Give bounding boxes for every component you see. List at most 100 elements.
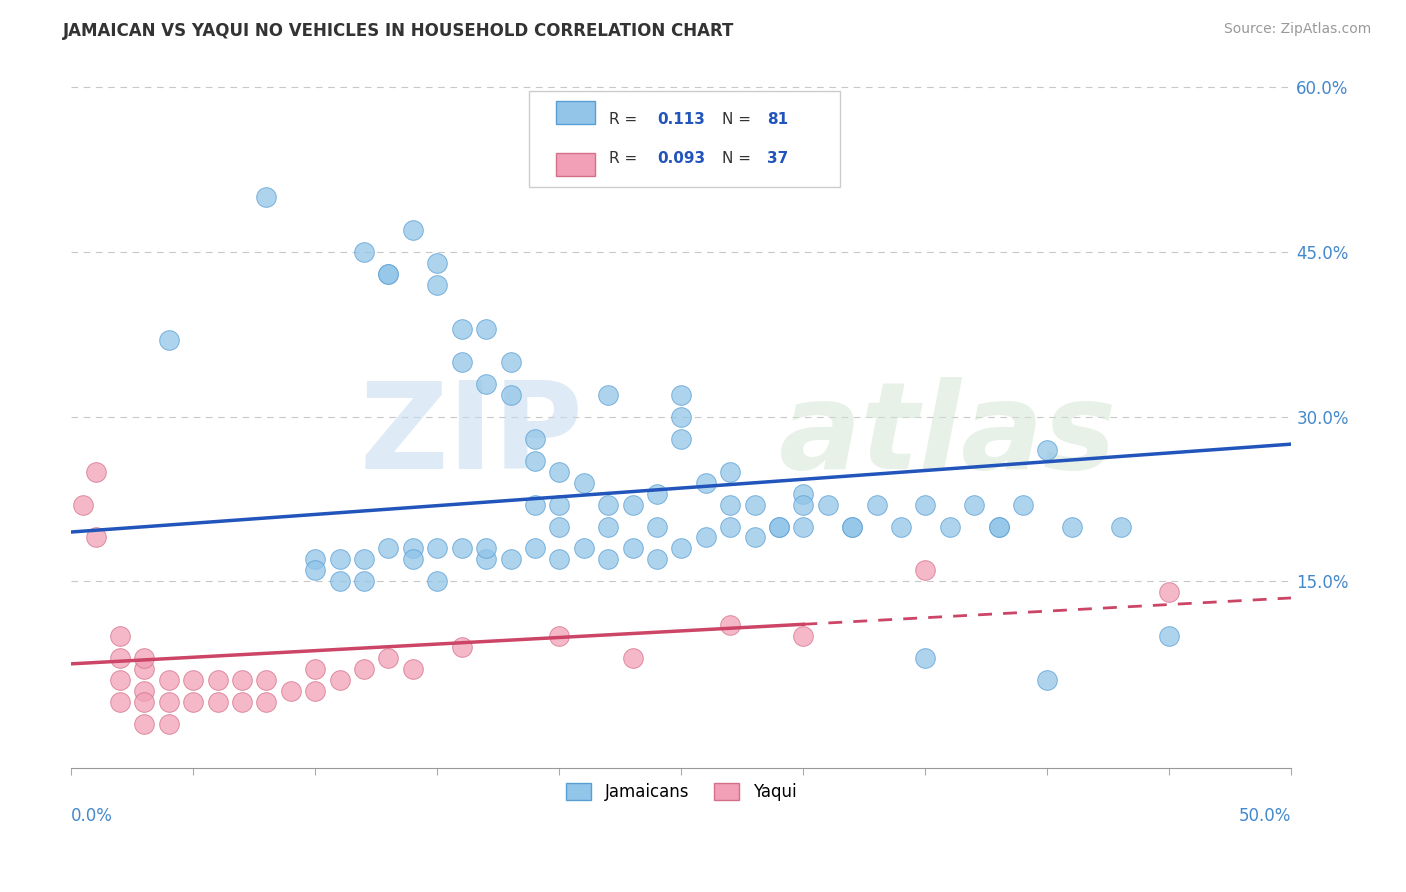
Point	[572, 541, 595, 556]
Point	[768, 519, 790, 533]
Point	[523, 541, 546, 556]
Point	[718, 519, 741, 533]
Point	[426, 256, 449, 270]
Text: 81: 81	[766, 112, 787, 128]
Point	[450, 322, 472, 336]
Point	[695, 531, 717, 545]
Point	[304, 684, 326, 698]
Point	[523, 498, 546, 512]
Point	[207, 695, 229, 709]
Point	[914, 498, 936, 512]
Point	[377, 651, 399, 665]
Point	[377, 267, 399, 281]
Point	[280, 684, 302, 698]
FancyBboxPatch shape	[555, 102, 595, 124]
Point	[181, 695, 204, 709]
Point	[402, 223, 425, 237]
Point	[499, 387, 522, 401]
Point	[353, 244, 375, 259]
Point	[353, 552, 375, 566]
Point	[523, 432, 546, 446]
Point	[987, 519, 1010, 533]
Point	[353, 662, 375, 676]
Text: R =: R =	[609, 152, 637, 166]
Point	[426, 574, 449, 589]
Point	[598, 552, 620, 566]
Point	[450, 355, 472, 369]
Point	[426, 277, 449, 292]
Point	[792, 498, 814, 512]
Point	[963, 498, 986, 512]
FancyBboxPatch shape	[529, 92, 839, 187]
Point	[329, 673, 352, 688]
Point	[377, 541, 399, 556]
Point	[548, 465, 571, 479]
Point	[134, 684, 156, 698]
Text: atlas: atlas	[779, 376, 1118, 493]
Point	[914, 651, 936, 665]
Point	[718, 498, 741, 512]
Point	[768, 519, 790, 533]
Point	[108, 695, 131, 709]
Text: 0.113: 0.113	[657, 112, 704, 128]
Point	[181, 673, 204, 688]
Point	[841, 519, 863, 533]
Point	[108, 629, 131, 643]
Point	[598, 387, 620, 401]
Point	[792, 486, 814, 500]
Point	[939, 519, 962, 533]
Text: R =: R =	[609, 112, 637, 128]
Point	[1060, 519, 1083, 533]
Point	[1036, 442, 1059, 457]
Text: N =: N =	[721, 112, 751, 128]
Point	[256, 695, 278, 709]
Point	[475, 322, 498, 336]
Point	[1012, 498, 1035, 512]
FancyBboxPatch shape	[555, 153, 595, 176]
Point	[134, 651, 156, 665]
Point	[450, 541, 472, 556]
Point	[548, 498, 571, 512]
Point	[207, 673, 229, 688]
Point	[621, 541, 644, 556]
Point	[108, 651, 131, 665]
Text: 37: 37	[766, 152, 787, 166]
Point	[865, 498, 887, 512]
Point	[304, 564, 326, 578]
Point	[72, 498, 94, 512]
Point	[304, 552, 326, 566]
Point	[621, 651, 644, 665]
Point	[475, 376, 498, 391]
Point	[426, 541, 449, 556]
Point	[304, 662, 326, 676]
Point	[157, 673, 180, 688]
Point	[157, 695, 180, 709]
Point	[134, 695, 156, 709]
Legend: Jamaicans, Yaqui: Jamaicans, Yaqui	[558, 774, 804, 809]
Point	[548, 519, 571, 533]
Point	[1036, 673, 1059, 688]
Point	[157, 717, 180, 731]
Point	[1159, 585, 1181, 599]
Point	[377, 267, 399, 281]
Point	[108, 673, 131, 688]
Text: 50.0%: 50.0%	[1239, 806, 1292, 825]
Point	[499, 355, 522, 369]
Text: 0.093: 0.093	[657, 152, 704, 166]
Point	[1109, 519, 1132, 533]
Text: ZIP: ZIP	[360, 376, 583, 493]
Point	[231, 673, 253, 688]
Point	[402, 541, 425, 556]
Point	[598, 498, 620, 512]
Point	[744, 498, 766, 512]
Text: JAMAICAN VS YAQUI NO VEHICLES IN HOUSEHOLD CORRELATION CHART: JAMAICAN VS YAQUI NO VEHICLES IN HOUSEHO…	[63, 22, 735, 40]
Point	[987, 519, 1010, 533]
Point	[353, 574, 375, 589]
Point	[402, 662, 425, 676]
Point	[231, 695, 253, 709]
Point	[1159, 629, 1181, 643]
Point	[621, 498, 644, 512]
Point	[841, 519, 863, 533]
Point	[475, 541, 498, 556]
Point	[718, 465, 741, 479]
